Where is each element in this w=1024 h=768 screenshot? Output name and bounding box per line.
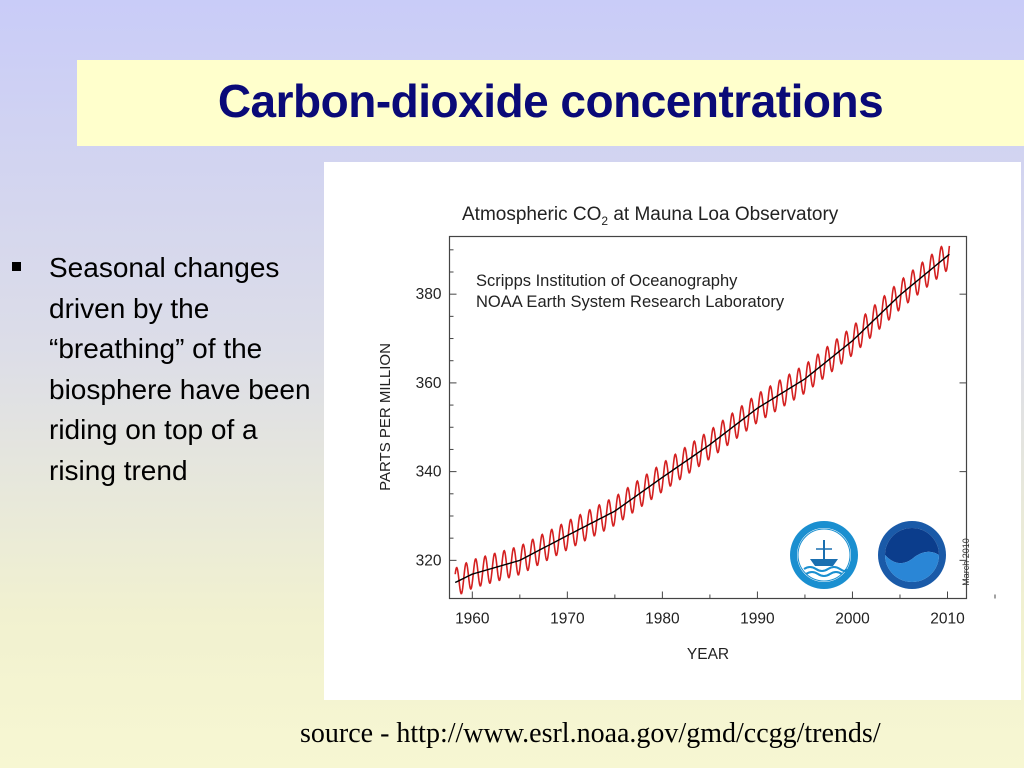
bullet-text: Seasonal changes driven by the “breathin…: [49, 252, 311, 486]
date-note: March 2010: [961, 538, 971, 586]
title-banner: Carbon-dioxide concentrations: [77, 60, 1024, 146]
x-tick-label-1960: 1960: [455, 611, 490, 628]
chart-title-main: Atmospheric CO: [462, 204, 601, 225]
y-axis-label: PARTS PER MILLION: [377, 343, 394, 491]
x-axis-label: YEAR: [687, 646, 729, 663]
y-tick-label-320: 320: [416, 552, 442, 569]
slide-title: Carbon-dioxide concentrations: [217, 75, 884, 127]
source-citation: source - http://www.esrl.noaa.gov/gmd/cc…: [300, 718, 881, 749]
co2-chart: Atmospheric CO2 at Mauna Loa Observatory…: [377, 204, 996, 663]
seasonal-co2-line: [454, 245, 951, 595]
x-tick-label-2010: 2010: [930, 611, 965, 628]
trend-co2-line: [454, 253, 950, 584]
y-tick-label-340: 340: [416, 464, 442, 481]
x-tick-label-2000: 2000: [835, 611, 870, 628]
y-tick-label-360: 360: [416, 375, 442, 392]
y-tick-label-380: 380: [416, 286, 442, 303]
x-tick-label-1980: 1980: [645, 611, 680, 628]
x-tick-label-1970: 1970: [550, 611, 585, 628]
noaa-logo-icon: [878, 521, 946, 589]
chart-panel: Atmospheric CO2 at Mauna Loa Observatory…: [324, 162, 1021, 700]
chart-title-rest: at Mauna Loa Observatory: [608, 204, 839, 225]
bullet-marker-icon: [12, 262, 21, 271]
series-lines: [454, 245, 951, 595]
x-tick-label-1990: 1990: [740, 611, 775, 628]
plot-frame: [448, 235, 968, 600]
chart-title-subscript: 2: [601, 214, 608, 228]
credit-line-2: NOAA Earth System Research Laboratory: [476, 293, 785, 311]
axis-ticks: 1960 1970 1980 1990 2000 2010 320 340 360 380: [416, 249, 996, 628]
credit-line-1: Scripps Institution of Oceanography: [476, 272, 738, 290]
chart-title: Atmospheric CO2 at Mauna Loa Observatory: [462, 204, 839, 228]
scripps-seal-icon: [790, 521, 858, 589]
